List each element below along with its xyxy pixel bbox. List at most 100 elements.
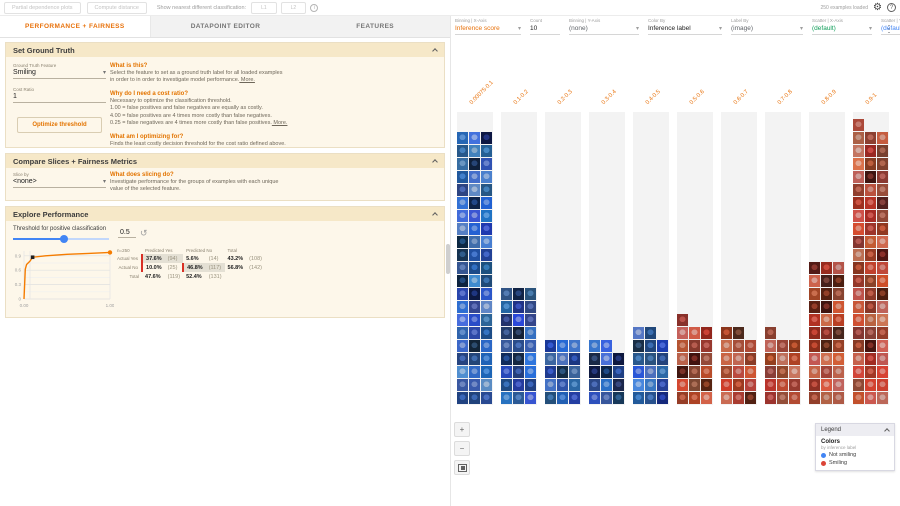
datapoint-thumbnail[interactable] bbox=[821, 262, 833, 275]
reset-threshold-icon[interactable]: ↺ bbox=[140, 228, 148, 238]
datapoint-thumbnail[interactable] bbox=[877, 223, 889, 236]
datapoint-thumbnail[interactable] bbox=[701, 340, 713, 353]
datapoint-thumbnail[interactable] bbox=[865, 301, 877, 314]
datapoint-thumbnail[interactable] bbox=[469, 275, 481, 288]
datapoint-thumbnail[interactable] bbox=[853, 275, 865, 288]
datapoint-thumbnail[interactable] bbox=[877, 314, 889, 327]
datapoint-thumbnail[interactable] bbox=[457, 353, 469, 366]
datapoint-thumbnail[interactable] bbox=[469, 197, 481, 210]
datapoint-thumbnail[interactable] bbox=[657, 353, 669, 366]
datapoint-thumbnail[interactable] bbox=[569, 379, 581, 392]
datapoint-thumbnail[interactable] bbox=[853, 379, 865, 392]
datapoint-thumbnail[interactable] bbox=[877, 366, 889, 379]
datapoint-thumbnail[interactable] bbox=[645, 366, 657, 379]
datapoint-thumbnail[interactable] bbox=[877, 327, 889, 340]
datapoint-thumbnail[interactable] bbox=[481, 197, 493, 210]
datapoint-thumbnail[interactable] bbox=[633, 353, 645, 366]
datapoint-thumbnail[interactable] bbox=[721, 366, 733, 379]
datapoint-thumbnail[interactable] bbox=[833, 353, 845, 366]
datapoint-thumbnail[interactable] bbox=[877, 301, 889, 314]
datapoint-thumbnail[interactable] bbox=[809, 314, 821, 327]
datapoint-thumbnail[interactable] bbox=[469, 379, 481, 392]
datapoint-thumbnail[interactable] bbox=[865, 366, 877, 379]
datapoint-thumbnail[interactable] bbox=[853, 340, 865, 353]
threshold-value[interactable]: 0.5 bbox=[118, 229, 136, 238]
datapoint-thumbnail[interactable] bbox=[833, 340, 845, 353]
datapoint-thumbnail[interactable] bbox=[733, 353, 745, 366]
datapoint-thumbnail[interactable] bbox=[457, 379, 469, 392]
datapoint-thumbnail[interactable] bbox=[557, 379, 569, 392]
datapoint-thumbnail[interactable] bbox=[501, 366, 513, 379]
collapse-chevron-icon[interactable] bbox=[432, 48, 438, 54]
datapoint-thumbnail[interactable] bbox=[865, 158, 877, 171]
datapoint-thumbnail[interactable] bbox=[701, 327, 713, 340]
datapoint-thumbnail[interactable] bbox=[677, 327, 689, 340]
legend-header[interactable]: Legend bbox=[816, 424, 894, 436]
datapoint-thumbnail[interactable] bbox=[557, 340, 569, 353]
l2-button[interactable]: L2 bbox=[280, 1, 307, 14]
datapoint-thumbnail[interactable] bbox=[601, 353, 613, 366]
datapoint-thumbnail[interactable] bbox=[469, 353, 481, 366]
datapoint-thumbnail[interactable] bbox=[633, 340, 645, 353]
datapoint-thumbnail[interactable] bbox=[457, 210, 469, 223]
datapoint-thumbnail[interactable] bbox=[501, 353, 513, 366]
datapoint-thumbnail[interactable] bbox=[569, 353, 581, 366]
datapoint-thumbnail[interactable] bbox=[865, 275, 877, 288]
datapoint-thumbnail[interactable] bbox=[525, 301, 537, 314]
datapoint-thumbnail[interactable] bbox=[809, 379, 821, 392]
datapoint-thumbnail[interactable] bbox=[513, 379, 525, 392]
datapoint-thumbnail[interactable] bbox=[853, 184, 865, 197]
datapoint-thumbnail[interactable] bbox=[833, 301, 845, 314]
datapoint-thumbnail[interactable] bbox=[525, 366, 537, 379]
datapoint-thumbnail[interactable] bbox=[853, 171, 865, 184]
datapoint-thumbnail[interactable] bbox=[733, 392, 745, 405]
datapoint-thumbnail[interactable] bbox=[865, 379, 877, 392]
datapoint-thumbnail[interactable] bbox=[733, 379, 745, 392]
datapoint-thumbnail[interactable] bbox=[557, 353, 569, 366]
control-value-scatter-x-axis[interactable]: (default) ▾ bbox=[812, 25, 872, 35]
help-icon[interactable]: ? bbox=[887, 3, 896, 12]
datapoint-thumbnail[interactable] bbox=[821, 379, 833, 392]
datapoint-thumbnail[interactable] bbox=[853, 301, 865, 314]
datapoint-thumbnail[interactable] bbox=[457, 340, 469, 353]
datapoint-thumbnail[interactable] bbox=[809, 340, 821, 353]
datapoint-thumbnail[interactable] bbox=[469, 288, 481, 301]
datapoint-thumbnail[interactable] bbox=[689, 340, 701, 353]
datapoint-thumbnail[interactable] bbox=[809, 275, 821, 288]
datapoint-thumbnail[interactable] bbox=[877, 353, 889, 366]
datapoint-thumbnail[interactable] bbox=[833, 379, 845, 392]
datapoint-thumbnail[interactable] bbox=[525, 327, 537, 340]
datapoint-thumbnail[interactable] bbox=[657, 379, 669, 392]
datapoint-thumbnail[interactable] bbox=[601, 392, 613, 405]
datapoint-thumbnail[interactable] bbox=[777, 353, 789, 366]
datapoint-thumbnail[interactable] bbox=[877, 197, 889, 210]
datapoint-thumbnail[interactable] bbox=[865, 314, 877, 327]
datapoint-thumbnail[interactable] bbox=[865, 340, 877, 353]
datapoint-thumbnail[interactable] bbox=[745, 366, 757, 379]
datapoint-thumbnail[interactable] bbox=[877, 249, 889, 262]
datapoint-thumbnail[interactable] bbox=[701, 392, 713, 405]
datapoint-thumbnail[interactable] bbox=[513, 340, 525, 353]
datapoint-thumbnail[interactable] bbox=[589, 379, 601, 392]
datapoint-thumbnail[interactable] bbox=[601, 340, 613, 353]
datapoint-thumbnail[interactable] bbox=[809, 301, 821, 314]
datapoint-thumbnail[interactable] bbox=[469, 171, 481, 184]
datapoint-thumbnail[interactable] bbox=[513, 288, 525, 301]
datapoint-thumbnail[interactable] bbox=[877, 379, 889, 392]
datapoint-thumbnail[interactable] bbox=[865, 288, 877, 301]
datapoint-thumbnail[interactable] bbox=[457, 275, 469, 288]
datapoint-thumbnail[interactable] bbox=[789, 340, 801, 353]
datapoint-thumbnail[interactable] bbox=[721, 340, 733, 353]
datapoint-thumbnail[interactable] bbox=[877, 171, 889, 184]
datapoint-thumbnail[interactable] bbox=[613, 392, 625, 405]
datapoint-thumbnail[interactable] bbox=[789, 353, 801, 366]
datapoint-thumbnail[interactable] bbox=[865, 132, 877, 145]
datapoint-thumbnail[interactable] bbox=[545, 379, 557, 392]
datapoint-thumbnail[interactable] bbox=[701, 379, 713, 392]
datapoint-thumbnail[interactable] bbox=[865, 197, 877, 210]
compute-distance-button[interactable]: Compute distance bbox=[86, 1, 147, 14]
datapoint-thumbnail[interactable] bbox=[765, 353, 777, 366]
partial-dependence-button[interactable]: Partial dependence plots bbox=[4, 1, 81, 14]
datapoint-thumbnail[interactable] bbox=[877, 184, 889, 197]
datapoint-thumbnail[interactable] bbox=[777, 366, 789, 379]
